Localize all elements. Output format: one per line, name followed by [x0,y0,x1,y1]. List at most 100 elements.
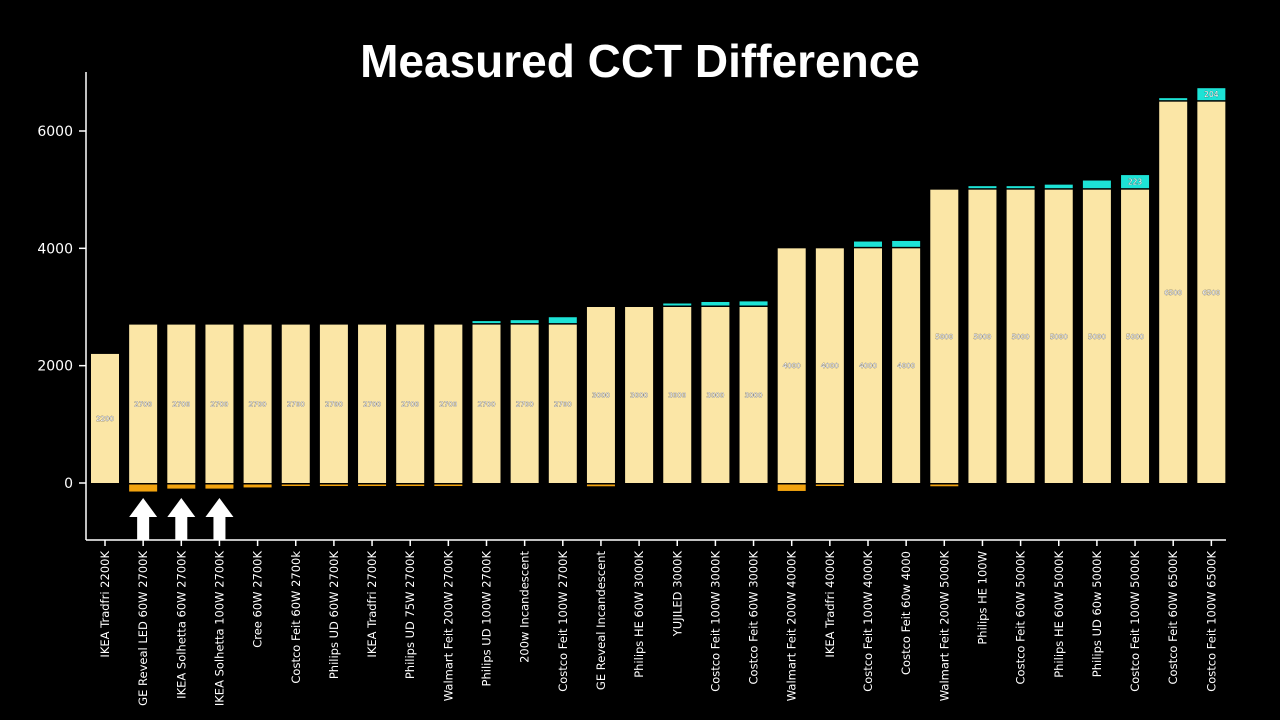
rated-bar-label: 5000 [935,333,953,341]
bar-group: 5000 [1006,186,1035,483]
rated-bar [892,248,921,483]
positive-diff-bar [1006,186,1035,189]
rated-bar [358,324,387,483]
diff-bar-label: 204 [1204,90,1219,99]
rated-bar-label: 4000 [821,362,839,370]
bar-group: 3000 [625,307,654,483]
x-tick-label: Philips UD 75W 2700K [403,551,417,680]
positive-diff-bar [548,317,577,324]
bar-group: 2200 [91,353,119,483]
bar-group: 4000 [854,241,882,483]
bar-group: 2700 [129,324,158,492]
negative-diff-bar [205,484,234,489]
bar-group: 4000 [777,248,806,491]
negative-diff-bar [815,484,844,486]
rated-bar [701,307,730,483]
rated-bar-label: 2700 [478,400,496,408]
x-tick-label: Cree 60W 2700K [251,551,265,648]
bar-group: 3000 [663,303,692,483]
x-tick-label: Costco Feit 60W 3000K [747,551,761,685]
positive-diff-bar [1044,184,1073,189]
x-tick-label: YUJILED 3000K [670,551,684,638]
negative-diff-bar [167,484,196,489]
rated-bar-label: 5000 [1012,333,1030,341]
x-tick-label: Philips HE 100W [975,551,989,645]
bar-group: 5000 223 [1121,175,1150,483]
rated-bar [930,189,959,483]
bar-group: 2700 [358,324,387,486]
rated-bar [777,248,806,483]
positive-diff-bar [739,301,768,306]
x-tick-label: Philips UD 100W 2700K [480,551,494,687]
rated-bar-label: 2700 [134,400,152,408]
negative-diff-bar [358,484,387,486]
negative-diff-bar [243,484,272,488]
rated-bar-label: 5000 [1050,333,1068,341]
annotations [129,498,234,540]
rated-bar-label: 3000 [668,392,686,400]
rated-bar-label: 2700 [172,400,190,408]
rated-bar-label: 3000 [706,392,724,400]
rated-bar [625,307,654,483]
y-tick-label: 4000 [37,241,73,257]
rated-bar [510,324,539,483]
x-tick-label: IKEA Tradfri 4000K [823,551,837,658]
bar-group: 2700 [472,321,501,483]
x-tick-label: GE Reveal Incandescent [594,551,608,691]
rated-bar-label: 2700 [287,400,305,408]
positive-diff-bar [968,186,997,189]
positive-diff-bar [1159,98,1188,101]
rated-bar [472,324,501,483]
rated-bar-label: 5000 [1126,333,1144,341]
x-tick-label: GE Reveal LED 60W 2700K [136,551,150,706]
rated-bar-label: 2700 [211,400,229,408]
bar-group: 2700 [281,324,310,486]
x-tick-label: IKEA Tradfri 2700K [365,551,379,658]
bar-group: 3000 [701,301,730,483]
chart-title: Measured CCT Difference [360,35,920,87]
rated-bar [319,324,348,483]
bar-group: 6500 [1159,98,1188,484]
x-tick-label: Costco Feit 100W 2700K [556,551,570,692]
rated-bar-label: 6500 [1202,289,1220,297]
x-tick-label: Philips UD 60W 2700K [327,551,341,680]
rated-bar-label: 4000 [859,362,877,370]
bar-group: 5000 [968,186,997,483]
positive-diff-bar [1121,175,1150,189]
negative-diff-bar [586,484,615,487]
positive-diff-bar [472,321,501,324]
positive-diff-bar [854,241,882,247]
rated-bar [548,324,577,483]
bar-group: 2700 [205,324,234,489]
bar-group: 2700 [319,324,348,486]
x-tick-label: Walmart Feit 200W 4000K [785,551,799,702]
rated-bar [1197,101,1226,484]
rated-bar [396,324,425,483]
rated-bar-label: 5000 [1088,333,1106,341]
bars: 2200 2700 2700 2700 2700 2700 2700 2700 2700 2700… [91,88,1226,492]
rated-bar [739,307,768,483]
rated-bar [663,307,692,483]
x-tick-label: Costco Feit 60W 6500K [1166,551,1180,685]
rated-bar-label: 6500 [1164,289,1182,297]
x-tick-label: Philips HE 60W 3000K [632,551,646,678]
rated-bar-label: 5000 [974,333,992,341]
bar-group: 4000 [892,240,921,483]
rated-bar-label: 2200 [96,415,114,423]
diff-bar-label: 223 [1128,178,1143,187]
x-tick-label: 200w Incandescent [518,551,532,663]
rated-bar-label: 4000 [783,362,801,370]
y-tick-label: 0 [64,476,73,492]
positive-diff-bar [701,301,730,306]
y-tick-label: 6000 [37,124,73,140]
rated-bar-label: 2700 [325,400,343,408]
negative-diff-bar [281,484,310,486]
x-tick-label: Walmart Feit 200W 2700K [441,551,455,702]
rated-bar-label: 4000 [897,362,915,370]
rated-bar [586,307,615,483]
bar-group: 6500 204 [1197,88,1226,484]
x-tick-label: Philips UD 60w 5000K [1090,551,1104,678]
rated-bar [1006,189,1035,483]
rated-bar [854,248,882,483]
rated-bar [91,353,119,483]
